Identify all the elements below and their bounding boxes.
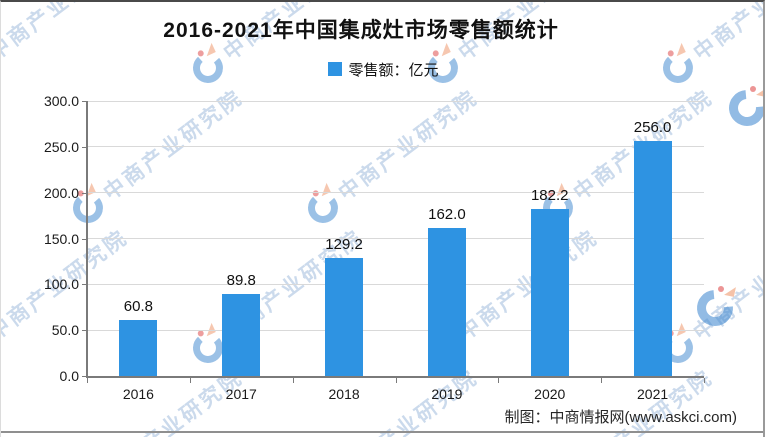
x-tick-label: 2018 [328,386,360,402]
x-axis-tick [498,378,500,383]
y-axis-tick [82,101,87,102]
source-credit: 制图：中商情报网(www.askci.com) [504,409,737,426]
bottom-border [1,431,763,433]
legend-label: 零售额：亿元 [348,61,439,79]
y-axis-line [86,101,88,376]
y-axis-tick [82,146,87,148]
bar [119,320,158,376]
x-axis-tick [189,378,191,383]
bar-value-label: 256.0 [633,119,672,137]
legend-swatch-icon [328,62,343,76]
y-tick-label: 300.0 [43,93,79,109]
gridline [87,146,704,148]
bar-value-label: 162.0 [428,205,466,223]
y-tick-label: 250.0 [43,138,79,155]
gridline [87,192,704,194]
x-axis-tick [601,378,603,383]
x-tick-label: 2016 [122,386,154,402]
gridline [87,238,704,239]
x-axis-tick [704,378,705,383]
gridline [87,283,704,285]
bar [633,141,672,376]
y-tick-label: 150.0 [43,230,79,247]
y-tick-label: 200.0 [43,184,79,201]
x-axis-tick [395,378,397,383]
bar [427,227,466,376]
bar-value-label: 182.2 [530,186,569,204]
bar [222,293,261,376]
bar-value-label: 89.8 [226,271,256,289]
y-tick-label: 100.0 [43,276,79,293]
x-tick-label: 2017 [225,386,257,402]
x-tick-label: 2021 [637,386,669,402]
y-tick-label: 0.0 [59,368,79,384]
bar [325,257,364,376]
x-tick-label: 2019 [431,386,463,402]
y-tick-label: 50.0 [51,322,79,339]
legend: 零售额：亿元 [1,60,763,79]
gridline [87,100,704,102]
y-axis-tick [82,192,87,194]
x-axis-line [86,376,704,378]
y-axis-tick [82,330,87,332]
bar-value-label: 129.2 [325,235,363,253]
y-axis-tick [82,284,87,286]
x-axis-tick [87,378,88,383]
x-tick-label: 2020 [534,386,566,402]
x-axis-tick [292,378,294,383]
y-axis-tick [82,238,87,240]
bar-value-label: 60.8 [123,298,153,316]
bar [530,208,569,376]
chart-title: 2016-2021年中国集成灶市场零售额统计 [163,19,559,42]
gridline [87,329,704,331]
y-axis-tick [82,376,87,377]
